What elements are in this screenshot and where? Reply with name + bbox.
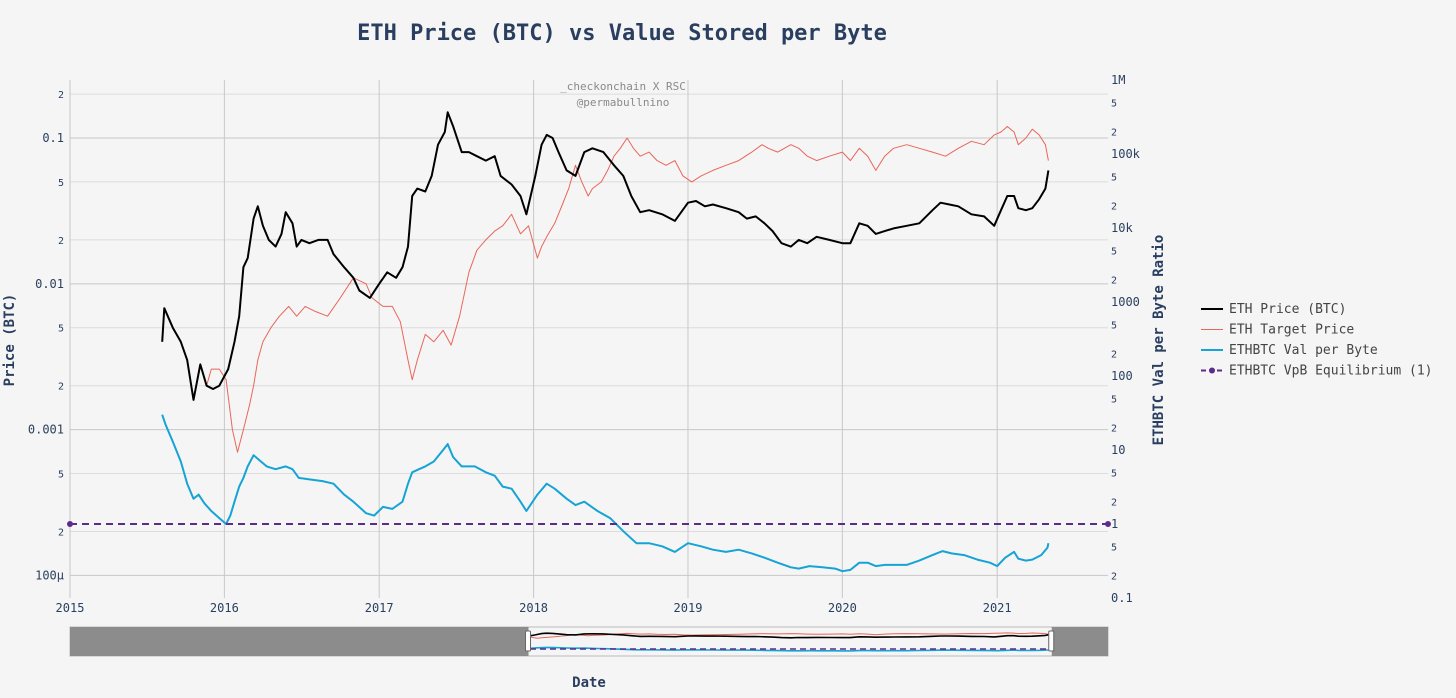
range-slider-mask-right — [1051, 627, 1108, 656]
x-tick-label: 2016 — [210, 601, 239, 615]
y-axis-right: 1M 100k 10k 1000 100 10 1 0.1 5 2 5 2 5 2 5 2 5 2 5 2 5 2 — [1111, 73, 1141, 605]
x-tick-label: 2021 — [983, 601, 1012, 615]
credit-line-2: @permabullnino — [577, 96, 670, 109]
y2-axis-title: ETHBTC Val per Byte Ratio — [1151, 235, 1167, 446]
credit-line-1: _checkonchain X RSC — [560, 80, 686, 93]
range-slider-handle-right[interactable] — [1048, 630, 1055, 652]
y-minor-tick-label: 2 — [58, 382, 64, 393]
y-minor-tick-label: 2 — [58, 90, 64, 101]
legend-marker — [1209, 367, 1215, 374]
x-axis: 2015 2016 2017 2018 2019 2020 2021 — [56, 601, 1012, 615]
y-tick-label: 0.1 — [42, 131, 64, 145]
y2-minor-tick-label: 2 — [1111, 350, 1117, 361]
range-slider-series-1 — [528, 632, 1049, 639]
range-slider-series-2 — [528, 646, 1049, 652]
range-slider-series-0 — [528, 632, 1049, 639]
y2-tick-label: 10 — [1111, 443, 1125, 457]
y2-minor-tick-label: 5 — [1111, 98, 1117, 109]
series-line-1 — [206, 126, 1049, 453]
y2-tick-label: 100 — [1111, 369, 1133, 383]
range-slider[interactable] — [69, 626, 1109, 657]
range-slider-preview — [528, 632, 1052, 652]
y2-minor-tick-label: 5 — [1111, 468, 1117, 479]
x-tick-label: 2019 — [674, 601, 703, 615]
x-tick-label: 2015 — [56, 601, 85, 615]
y2-minor-tick-label: 2 — [1111, 202, 1117, 213]
x-tick-label: 2017 — [365, 601, 394, 615]
equilibrium-marker — [1105, 521, 1111, 527]
y2-minor-tick-label: 5 — [1111, 172, 1117, 183]
y2-minor-tick-label: 2 — [1111, 498, 1117, 509]
chart-title: ETH Price (BTC) vs Value Stored per Byte — [357, 21, 887, 46]
y2-minor-tick-label: 2 — [1111, 276, 1117, 287]
y-tick-label: 0.01 — [35, 277, 64, 291]
legend-label: ETH Price (BTC) — [1229, 302, 1346, 317]
y-minor-tick-label: 5 — [58, 324, 64, 335]
range-slider-handle-left[interactable] — [525, 630, 532, 652]
y2-minor-tick-label: 2 — [1111, 424, 1117, 435]
y2-tick-label: 100k — [1111, 147, 1141, 161]
legend-item[interactable]: ETH Target Price — [1201, 323, 1354, 338]
y2-minor-tick-label: 5 — [1111, 320, 1117, 331]
y2-minor-tick-label: 5 — [1111, 246, 1117, 257]
range-slider-mask-left — [70, 627, 529, 656]
y-minor-tick-label: 2 — [58, 528, 64, 539]
y-minor-tick-label: 2 — [58, 236, 64, 247]
y-minor-tick-label: 5 — [58, 470, 64, 481]
y2-tick-label: 1 — [1111, 517, 1118, 531]
y2-minor-tick-label: 2 — [1111, 128, 1117, 139]
y-axis-left: 0.1 0.01 0.001 100µ 2 5 2 5 2 5 2 — [28, 90, 64, 582]
legend-item[interactable]: ETH Price (BTC) — [1201, 302, 1346, 317]
series — [67, 111, 1111, 573]
legend[interactable]: ETH Price (BTC) ETH Target Price ETHBTC Va… — [1201, 302, 1433, 379]
legend-label: ETH Target Price — [1229, 323, 1354, 338]
series-line-0 — [161, 111, 1050, 401]
x-axis-title: Date — [572, 675, 606, 691]
y2-minor-tick-label: 5 — [1111, 542, 1117, 553]
credit-annotation: _checkonchain X RSC @permabullnino — [560, 80, 686, 109]
equilibrium-marker — [67, 521, 73, 527]
y-minor-tick-label: 5 — [58, 178, 64, 189]
x-tick-label: 2018 — [519, 601, 548, 615]
legend-item[interactable]: ETHBTC Val per Byte — [1201, 343, 1378, 358]
y2-tick-label: 1000 — [1111, 295, 1140, 309]
y-tick-label: 0.001 — [28, 423, 64, 437]
series-line-2 — [161, 414, 1050, 573]
y2-tick-label: 0.1 — [1111, 591, 1133, 605]
legend-item[interactable]: ETHBTC VpB Equilibrium (1) — [1201, 364, 1433, 379]
x-tick-label: 2020 — [828, 601, 857, 615]
y2-tick-label: 1M — [1111, 73, 1125, 87]
legend-label: ETHBTC Val per Byte — [1229, 343, 1378, 358]
y2-minor-tick-label: 2 — [1111, 572, 1117, 583]
y2-minor-tick-label: 5 — [1111, 394, 1117, 405]
legend-label: ETHBTC VpB Equilibrium (1) — [1229, 364, 1433, 379]
y-axis-title: Price (BTC) — [2, 294, 18, 387]
y-tick-label: 100µ — [35, 568, 64, 582]
y2-tick-label: 10k — [1111, 221, 1133, 235]
